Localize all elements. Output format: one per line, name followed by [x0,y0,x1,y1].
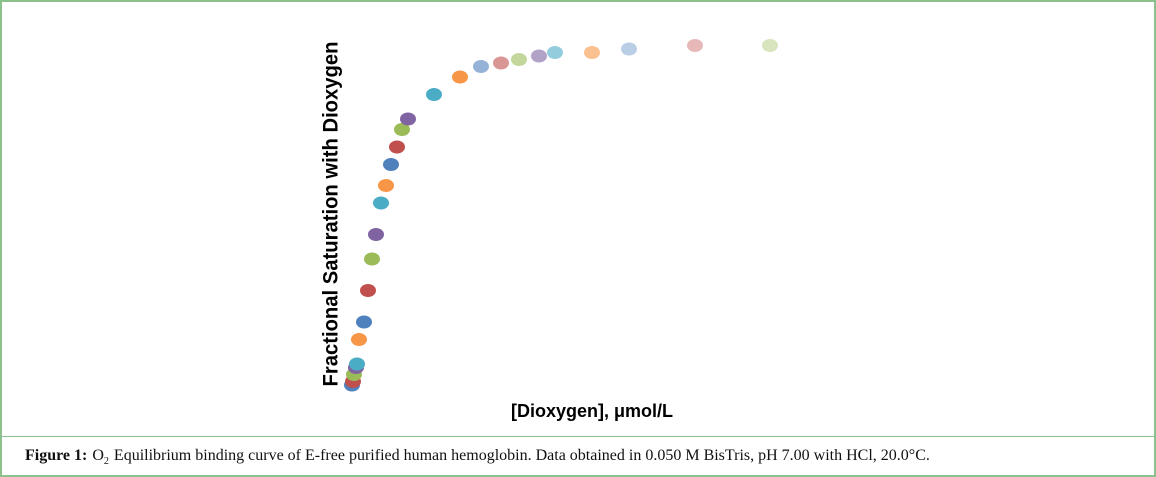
point [400,112,416,126]
point [687,39,703,52]
point [621,42,637,56]
point [373,196,389,210]
point [364,252,380,266]
point [360,284,376,297]
point [452,70,468,84]
caption-text: O [92,447,104,464]
point [351,333,367,346]
caption-subscript: 2 [103,456,109,468]
y-axis-title: Fractional Saturation with Dioxygen [320,42,343,387]
caption-text: Equilibrium binding curve of E-free puri… [113,447,930,464]
point [356,315,372,329]
point [473,60,489,73]
point [378,179,394,192]
point [531,49,547,63]
point [547,46,563,59]
point [349,357,365,371]
point [511,53,527,66]
point [426,88,442,101]
point [383,158,399,171]
point [389,140,405,154]
point [493,56,509,70]
x-axis-title: [Dioxygen], μmol/L [511,401,673,421]
point [394,123,410,136]
caption-label: Figure 1: [25,447,88,464]
point [584,46,600,59]
point [368,228,384,241]
caption: Figure 1: O2 Equilibrium binding curve of … [2,436,1154,467]
chart: Fractional Saturation with Dioxygen [Dio… [320,39,778,421]
point [762,39,778,52]
